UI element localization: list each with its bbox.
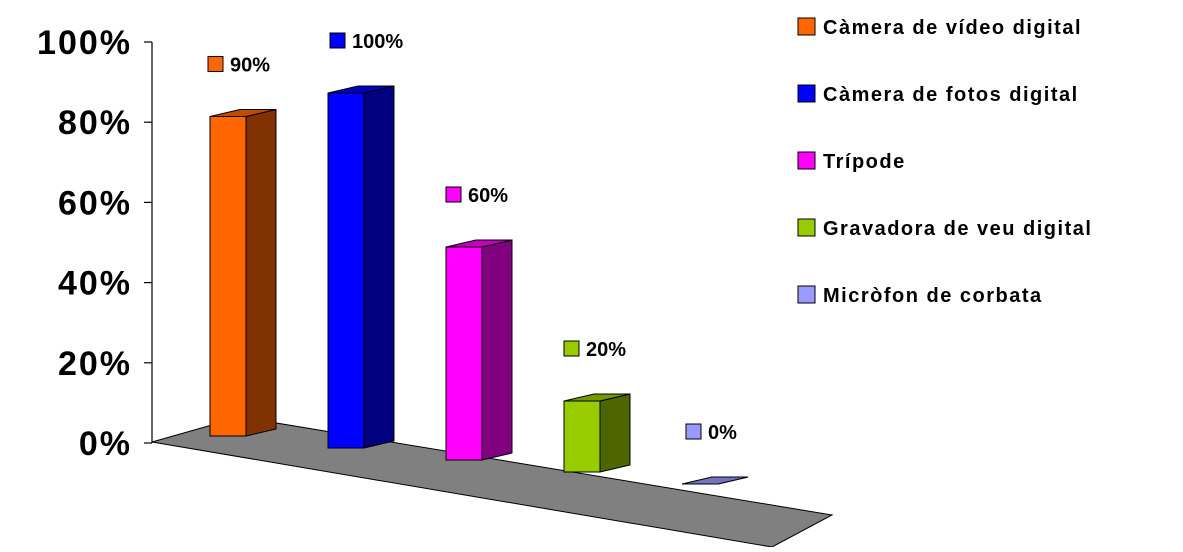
bar-front-gravadora-de-veu-digital <box>563 400 601 473</box>
legend-swatch <box>797 17 816 36</box>
bar-side-camera-de-fotos-digital <box>363 85 395 449</box>
data-label-text: 0% <box>708 422 737 444</box>
legend-item-camera-de-video-digital: Càmera de vídeo digital <box>797 17 1082 39</box>
y-tick-label: 20% <box>58 345 132 383</box>
y-tick-label: 40% <box>58 265 132 303</box>
data-labels-layer: 90% 100% 60% 20% 0% <box>207 31 737 444</box>
data-label-text: 20% <box>586 339 626 361</box>
bar-gravadora-de-veu-digital <box>563 393 631 473</box>
legend-label: Micròfon de corbata <box>823 285 1043 307</box>
bar-top-microfon-de-corbata <box>681 476 749 485</box>
legend-label: Càmera de fotos digital <box>823 84 1079 106</box>
legend-swatch <box>797 285 816 304</box>
data-label-swatch <box>685 423 702 440</box>
y-tick-label: 80% <box>58 104 132 142</box>
data-label-text: 90% <box>230 55 270 77</box>
data-label-camera-de-video-digital: 90% <box>207 55 270 77</box>
bars-layer <box>209 85 749 485</box>
legend-swatch <box>797 218 816 237</box>
y-axis: 0% 20% 40% 60% 80% 100% <box>37 24 153 463</box>
legend-swatch <box>797 151 816 170</box>
data-label-swatch <box>445 186 462 203</box>
y-tick-label: 100% <box>37 24 132 62</box>
data-label-gravadora-de-veu-digital: 20% <box>563 339 626 361</box>
y-tick-label: 0% <box>79 425 132 463</box>
data-label-tripode: 60% <box>445 185 508 207</box>
legend-item-gravadora-de-veu-digital: Gravadora de veu digital <box>797 218 1092 240</box>
bar-front-camera-de-fotos-digital <box>327 92 365 449</box>
bar-top-camera-de-video-digital <box>209 109 277 117</box>
data-label-camera-de-fotos-digital: 100% <box>329 31 403 53</box>
bar-side-gravadora-de-veu-digital <box>599 393 631 473</box>
bar-side-camera-de-video-digital <box>245 108 277 437</box>
legend: Càmera de vídeo digital Càmera de fotos d… <box>797 17 1092 307</box>
bar-top-gravadora-de-veu-digital <box>563 393 631 402</box>
bar-top-tripode <box>445 239 513 248</box>
legend-item-tripode: Trípode <box>797 151 906 173</box>
bar-tripode <box>445 239 513 461</box>
data-label-microfon-de-corbata: 0% <box>685 422 737 444</box>
data-label-swatch <box>563 340 580 357</box>
legend-label: Gravadora de veu digital <box>823 218 1092 240</box>
data-label-swatch <box>207 56 224 72</box>
data-label-text: 60% <box>468 185 508 207</box>
bar-top-camera-de-fotos-digital <box>327 85 395 94</box>
legend-item-microfon-de-corbata: Micròfon de corbata <box>797 285 1043 307</box>
bar-front-camera-de-video-digital <box>209 116 247 437</box>
legend-item-camera-de-fotos-digital: Càmera de fotos digital <box>797 84 1079 106</box>
legend-label: Trípode <box>823 151 906 173</box>
bar-side-tripode <box>481 239 513 461</box>
legend-swatch <box>797 84 816 103</box>
data-label-swatch <box>329 32 346 49</box>
bar-camera-de-video-digital <box>209 108 277 437</box>
legend-label: Càmera de vídeo digital <box>823 17 1082 39</box>
y-tick-label: 60% <box>58 184 132 222</box>
bar-microfon-de-corbata <box>681 476 749 485</box>
data-label-text: 100% <box>352 31 403 53</box>
bar-front-tripode <box>445 246 483 461</box>
bar-camera-de-fotos-digital <box>327 85 395 449</box>
